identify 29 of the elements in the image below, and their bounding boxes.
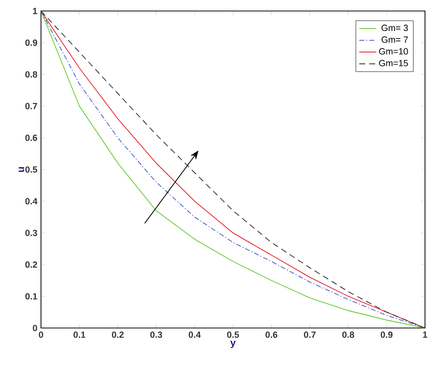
y-tick-label: 0.8 <box>25 71 38 78</box>
x-tick-label: 0.5 <box>227 332 239 338</box>
x-tick-label: 0.2 <box>112 332 124 338</box>
x-tick-label: 0.8 <box>342 332 354 338</box>
x-tick-label: 1 <box>423 332 428 338</box>
x-tick-label: 0.3 <box>150 332 162 338</box>
y-tick-label: 0.9 <box>25 40 38 46</box>
y-axis-title: u <box>18 167 24 172</box>
x-tick-label: 0 <box>38 332 44 338</box>
y-tick-label: 0.3 <box>25 230 38 236</box>
y-tick-label: 0.5 <box>25 166 38 173</box>
x-tick-label: 0.1 <box>74 332 86 338</box>
y-tick-label: 0.1 <box>25 293 38 300</box>
line-series <box>41 10 426 328</box>
y-tick-label: 0.6 <box>25 134 38 141</box>
legend-label: Gm= 7 <box>382 36 408 43</box>
x-axis-title: y <box>230 340 236 348</box>
y-tick-label: 0.2 <box>25 261 38 268</box>
x-tick-label: 0.7 <box>304 332 316 338</box>
x-tick-label: 0.6 <box>266 332 278 338</box>
y-tick-label: 0.7 <box>25 102 38 110</box>
y-tick-label: 0 <box>32 324 38 332</box>
x-tick-label: 0.4 <box>188 332 201 338</box>
legend-label: Gm= 3 <box>382 24 408 32</box>
y-tick-label: 1 <box>33 8 38 14</box>
x-tick-label: 0.9 <box>380 332 393 338</box>
y-tick-label: 0.4 <box>25 198 38 204</box>
legend-label: Gm=15 <box>379 60 408 66</box>
legend-label: Gm=10 <box>379 48 408 55</box>
